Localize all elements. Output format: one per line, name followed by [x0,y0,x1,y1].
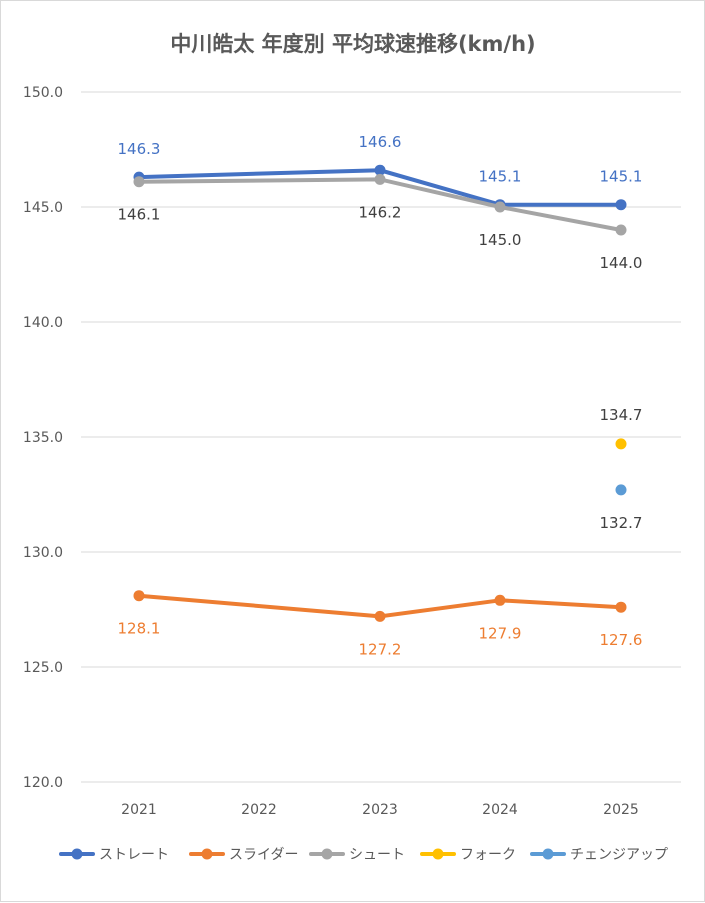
data-point [615,438,627,450]
data-labels-layer: 146.3 146.6 145.1 145.1 128.1 127.2 127.9 127.6… [118,133,643,658]
gridlines [81,91,681,783]
x-tick-label: 2022 [241,802,277,818]
series-layer [133,164,627,622]
x-tick-label: 2021 [121,802,157,818]
y-axis-ticks: 150.0 145.0 140.0 135.0 130.0 125.0 120.0 [23,85,63,791]
series-line [137,177,623,232]
legend-swatch-marker [432,848,444,860]
data-label: 128.1 [118,620,161,638]
data-label: 146.6 [359,133,402,151]
y-tick-label: 145.0 [23,200,63,216]
x-tick-label: 2023 [362,802,398,818]
y-tick-label: 140.0 [23,315,63,331]
data-point [133,590,145,602]
series-line [137,168,623,207]
y-tick-label: 120.0 [23,775,63,791]
data-point [374,173,386,185]
data-label: 145.1 [479,168,522,186]
legend-label: スライダー [229,847,298,863]
data-point [494,201,506,213]
data-label: 146.1 [118,206,161,224]
legend-label: チェンジアップ [570,847,668,863]
legend-label: ストレート [99,847,169,863]
data-label: 132.7 [600,514,643,532]
legend: ストレート スライダー シュート フォーク チェンジアップ [59,847,668,863]
data-label: 145.1 [600,168,643,186]
y-tick-label: 130.0 [23,545,63,561]
y-tick-label: 150.0 [23,85,63,101]
data-label: 146.2 [359,203,402,221]
x-axis-ticks: 2021 2022 2023 2024 2025 [121,802,639,818]
data-label: 127.9 [479,624,522,642]
data-point [133,176,145,188]
legend-swatch-marker [71,848,83,860]
legend-swatch-marker [542,848,554,860]
data-point [615,484,627,496]
legend-swatch-marker [321,848,333,860]
data-point [494,594,506,606]
data-point [374,164,386,176]
series-line [137,593,623,619]
x-tick-label: 2024 [482,802,518,818]
data-label: 146.3 [118,140,161,158]
data-label: 127.6 [600,631,643,649]
y-tick-label: 135.0 [23,430,63,446]
data-label: 134.7 [600,406,643,424]
y-tick-label: 125.0 [23,660,63,676]
legend-label: フォーク [460,847,516,863]
legend-label: シュート [349,847,405,863]
data-point [615,601,627,613]
legend-swatch-marker [201,848,213,860]
x-tick-label: 2025 [603,802,639,818]
data-point [615,224,627,236]
data-label: 145.0 [479,231,522,249]
data-point [615,199,627,211]
data-point [374,610,386,622]
data-label: 127.2 [359,640,402,658]
data-label: 144.0 [600,254,643,272]
chart-title: 中川皓太 年度別 平均球速推移(km/h) [170,32,535,56]
